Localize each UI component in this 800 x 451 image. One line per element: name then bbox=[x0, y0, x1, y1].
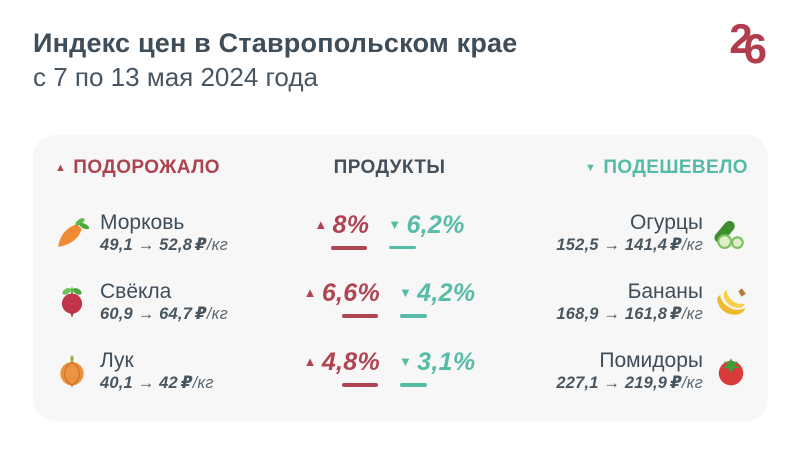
currency-sign: ₽ bbox=[180, 373, 193, 392]
price-values: 40,1 → 42 bbox=[100, 373, 178, 392]
page-title: Индекс цен в Ставропольском крае с 7 по … bbox=[33, 26, 518, 94]
pct-down: ▼ 6,2% bbox=[388, 211, 464, 250]
product-item-banana: Бананы 168,9 → 161,8 ₽/кг bbox=[486, 279, 748, 325]
pobeda26-logo-icon: 26 bbox=[729, 15, 767, 70]
section-header-podeshevelo: ▼ ПОДЕШЕВЕЛО bbox=[486, 157, 748, 199]
product-price: 40,1 → 42 ₽/кг bbox=[100, 373, 214, 394]
price-values: 60,9 → 64,7 bbox=[100, 304, 193, 323]
pct-down-value: 6,2% bbox=[406, 210, 465, 239]
product-item-onion: Лук 40,1 → 42 ₽/кг bbox=[55, 348, 293, 394]
pct-up: ▲ 4,8% bbox=[303, 348, 380, 388]
carrot-icon bbox=[55, 216, 89, 250]
pct-down: ▼ 3,1% bbox=[399, 348, 475, 387]
product-name: Бананы bbox=[627, 279, 703, 303]
product-item-tomato: Помидоры 227,1 → 219,9 ₽/кг bbox=[486, 348, 748, 394]
underline-down bbox=[389, 245, 417, 250]
pct-up: ▲ 8% bbox=[314, 211, 369, 250]
up-triangle-icon: ▲ bbox=[303, 285, 317, 301]
pct-up-value: 8% bbox=[332, 210, 370, 239]
product-price: 227,1 → 219,9 ₽/кг bbox=[556, 373, 703, 394]
section-label-down: ПОДЕШЕВЕЛО bbox=[603, 157, 748, 178]
product-price: 49,1 → 52,8 ₽/кг bbox=[100, 235, 228, 256]
per-unit: /кг bbox=[681, 304, 703, 323]
product-item-cucumber: Огурцы 152,5 → 141,4 ₽/кг bbox=[486, 210, 748, 256]
pct-down-value: 4,2% bbox=[417, 279, 476, 308]
currency-sign: ₽ bbox=[195, 236, 207, 255]
section-header-produkty: ПРОДУКТЫ bbox=[293, 157, 486, 199]
underline-up bbox=[342, 383, 378, 388]
change-row-2: ▲ 6,6% ▼ 4,2% bbox=[293, 279, 486, 319]
per-unit: /кг bbox=[681, 236, 703, 255]
pct-down-value: 3,1% bbox=[417, 348, 476, 377]
per-unit: /кг bbox=[206, 304, 228, 323]
down-triangle-icon: ▼ bbox=[388, 216, 402, 232]
product-item-beet: Свёкла 60,9 → 64,7 ₽/кг bbox=[55, 279, 293, 325]
pct-up-value: 6,6% bbox=[321, 279, 380, 308]
pct-up: ▲ 6,6% bbox=[303, 279, 380, 319]
subtitle-line: с 7 по 13 мая 2024 года bbox=[33, 62, 318, 92]
pct-down: ▼ 4,2% bbox=[399, 279, 475, 318]
product-item-carrot: Морковь 49,1 → 52,8 ₽/кг bbox=[55, 210, 293, 256]
per-unit: /кг bbox=[206, 236, 228, 255]
underline-up bbox=[342, 314, 378, 319]
onion-icon bbox=[55, 354, 89, 388]
underline-down bbox=[400, 314, 427, 318]
price-values: 152,5 → 141,4 bbox=[556, 236, 668, 255]
per-unit: /кг bbox=[192, 373, 214, 392]
title-line: Индекс цен в Ставропольском крае bbox=[33, 28, 518, 58]
currency-sign: ₽ bbox=[670, 236, 682, 255]
underline-up bbox=[331, 245, 368, 250]
banana-icon bbox=[714, 285, 748, 319]
product-name: Лук bbox=[100, 348, 134, 372]
down-triangle-icon: ▼ bbox=[399, 354, 413, 370]
section-header-podorozhalo: ▲ ПОДОРОЖАЛО bbox=[55, 157, 293, 199]
section-label-products: ПРОДУКТЫ bbox=[333, 157, 446, 178]
product-price: 152,5 → 141,4 ₽/кг bbox=[556, 235, 703, 256]
section-label-up: ПОДОРОЖАЛО bbox=[73, 157, 220, 178]
up-triangle-icon: ▲ bbox=[303, 354, 317, 370]
tomato-icon bbox=[714, 354, 748, 388]
logo-digit-6: 6 bbox=[743, 25, 767, 72]
currency-sign: ₽ bbox=[195, 304, 207, 323]
down-triangle-icon: ▼ bbox=[585, 162, 597, 174]
price-values: 168,9 → 161,8 bbox=[556, 304, 668, 323]
change-row-1: ▲ 8% ▼ 6,2% bbox=[293, 211, 486, 250]
pct-up-value: 4,8% bbox=[321, 348, 380, 377]
price-values: 49,1 → 52,8 bbox=[100, 236, 193, 255]
product-price: 60,9 → 64,7 ₽/кг bbox=[100, 304, 228, 325]
product-name: Огурцы bbox=[629, 211, 703, 235]
up-triangle-icon: ▲ bbox=[314, 216, 328, 232]
change-row-3: ▲ 4,8% ▼ 3,1% bbox=[293, 348, 486, 388]
price-values: 227,1 → 219,9 bbox=[556, 373, 668, 392]
underline-down bbox=[400, 383, 427, 387]
currency-sign: ₽ bbox=[670, 304, 682, 323]
cucumber-icon bbox=[714, 216, 748, 250]
product-name: Свёкла bbox=[100, 279, 172, 303]
product-name: Помидоры bbox=[599, 348, 703, 372]
product-price: 168,9 → 161,8 ₽/кг bbox=[556, 304, 703, 325]
logo-digit-2: 2 bbox=[729, 15, 753, 62]
beet-icon bbox=[55, 285, 89, 319]
price-index-card: ▲ ПОДОРОЖАЛО ПРОДУКТЫ ▼ ПОДЕШЕВЕЛО Морко… bbox=[33, 135, 768, 421]
up-triangle-icon: ▲ bbox=[55, 162, 67, 174]
down-triangle-icon: ▼ bbox=[399, 285, 413, 301]
per-unit: /кг bbox=[681, 373, 703, 392]
product-name: Морковь bbox=[100, 211, 185, 235]
currency-sign: ₽ bbox=[670, 373, 682, 392]
